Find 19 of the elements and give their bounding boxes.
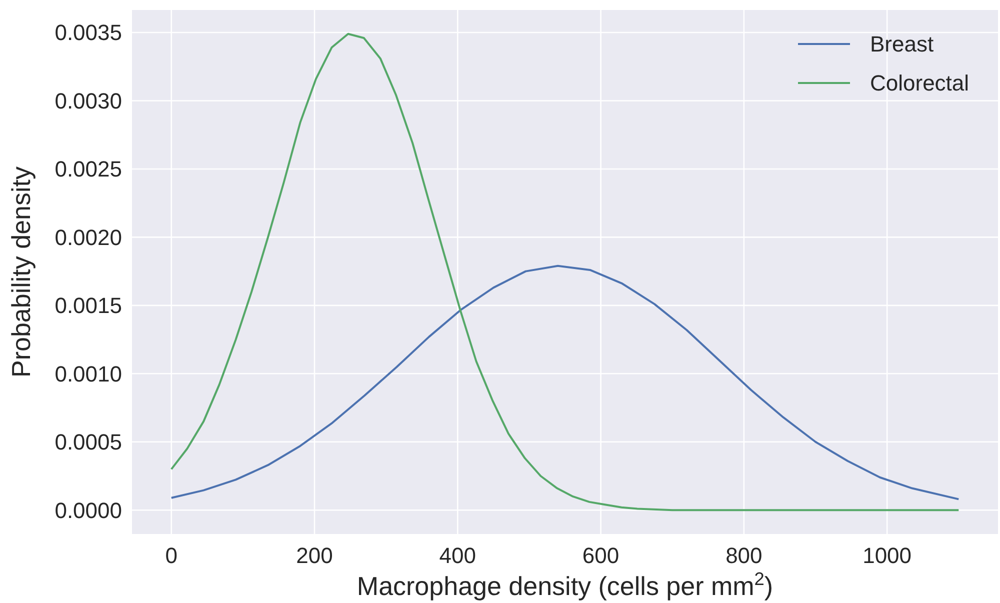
x-tick-label: 0 [165, 543, 178, 568]
y-tick-label: 0.0025 [54, 156, 122, 182]
y-tick-label: 0.0030 [54, 88, 122, 114]
y-tick-label: 0.0015 [54, 293, 122, 318]
x-tick-label: 400 [439, 543, 476, 568]
y-tick-label: 0.0010 [54, 361, 122, 386]
x-tick-label: 1000 [862, 543, 912, 568]
x-tick-label: 600 [582, 543, 620, 568]
legend-label: Colorectal [870, 70, 970, 96]
x-axis-title: Macrophage density (cells per mm$^{2}$) [356, 569, 774, 601]
x-tick-label: 800 [726, 543, 762, 568]
x-tick-label: 200 [296, 543, 333, 568]
line-series [170, 264, 960, 500]
y-tick-label: 0.0020 [54, 224, 122, 250]
y-tick-label: 0.0005 [54, 430, 122, 455]
y-tick-label: 0.0000 [54, 498, 122, 523]
legend-label: Breast [870, 32, 934, 57]
y-axis-title: Probability density [6, 166, 36, 378]
y-tick-label: 0.0035 [54, 20, 122, 46]
